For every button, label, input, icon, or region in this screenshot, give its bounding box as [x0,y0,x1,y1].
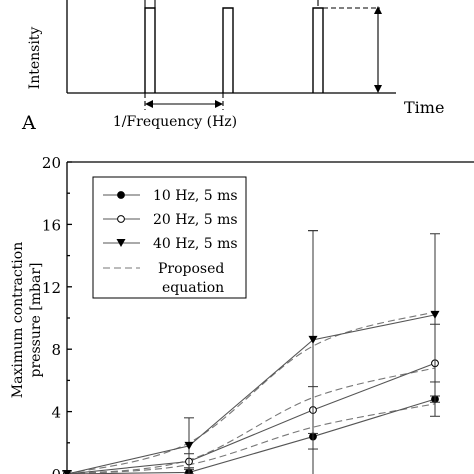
panel-a-x-label: Time [404,98,444,117]
proposed-equation-curve [66,367,436,474]
legend-label-proposed-1: Proposed [158,261,224,277]
y-axis-label-line1: Maximum contraction [10,242,26,398]
proposed-equation-curve [66,311,436,474]
data-point [62,470,72,474]
panel-a: Intensity Time A 1/Frequency (Hz) [21,0,444,134]
legend-marker-20hz [117,215,125,223]
amplitude-arrow-head-bottom [374,85,382,93]
y-tick-label: 8 [51,341,61,359]
series-line [66,314,436,474]
chart: Maximum contraction pressure [mbar] 0 4 8 1… [10,154,474,474]
period-arrow-head-left [145,100,153,108]
panel-a-y-label: Intensity [27,27,43,90]
legend-label-40hz: 40 Hz, 5 ms [153,236,238,252]
y-tick-label: 0 [51,466,61,474]
pulse-1 [144,7,156,93]
amplitude-arrow-head-top [374,6,382,14]
legend-label-proposed-2: equation [162,280,224,296]
legend-label-10hz: 10 Hz, 5 ms [153,188,238,204]
legend: 10 Hz, 5 ms 20 Hz, 5 ms 40 Hz, 5 ms Prop… [92,176,247,299]
data-point [430,310,440,319]
legend-marker-40hz [116,239,126,247]
legend-marker-10hz [117,191,125,199]
panel-a-label: A [21,112,36,134]
data-point [184,441,194,450]
y-tick-label: 12 [42,279,61,297]
period-arrow-head-right [215,100,223,108]
period-label: 1/Frequency (Hz) [113,114,237,130]
pulse-3 [312,7,324,93]
plot-area: 0 4 8 12 16 20 [42,154,474,474]
proposed-equation-curve [66,403,436,474]
pulse-2 [222,7,234,93]
data-point [308,335,318,344]
series-line [66,398,436,474]
legend-label-20hz: 20 Hz, 5 ms [153,212,238,228]
y-tick-label: 20 [42,154,61,172]
y-axis-label-line2: pressure [mbar] [28,263,44,378]
series-line [66,362,436,474]
y-tick-label: 4 [51,404,61,422]
y-tick-label: 16 [42,216,61,234]
